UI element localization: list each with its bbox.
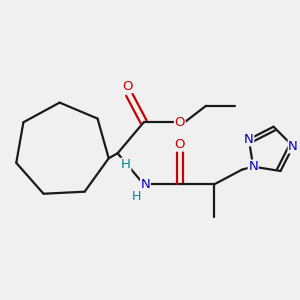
Text: H: H [121,158,131,171]
Text: O: O [122,80,133,93]
Text: N: N [244,133,254,146]
Text: O: O [175,138,185,151]
Text: H: H [132,190,141,203]
Text: N: N [141,178,150,191]
Text: O: O [175,116,185,129]
Text: N: N [288,140,298,153]
Text: N: N [248,160,258,173]
